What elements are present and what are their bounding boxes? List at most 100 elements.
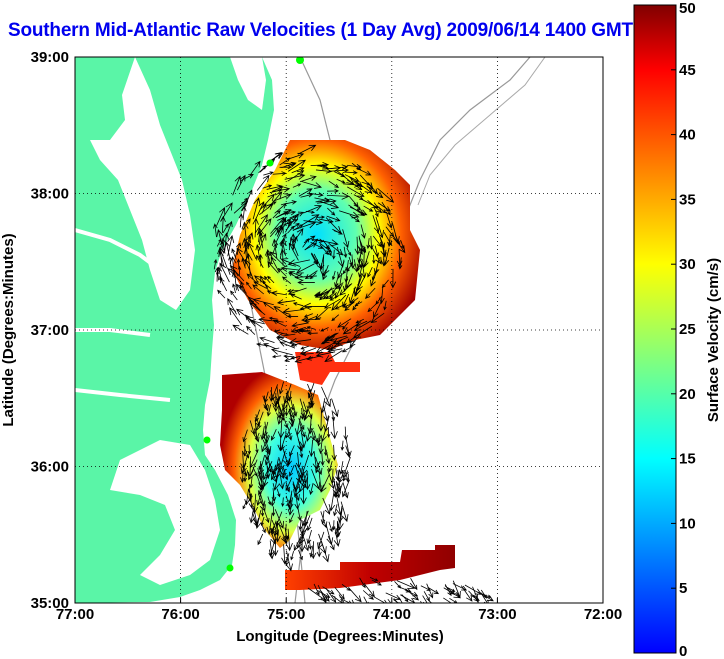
velocity-vector: [327, 207, 336, 216]
velocity-vector: [289, 464, 295, 477]
radar-station-marker: [266, 159, 274, 167]
velocity-vector: [227, 267, 242, 283]
velocity-vector: [346, 164, 363, 170]
velocity-vector: [279, 165, 293, 170]
velocity-vector: [323, 298, 341, 309]
velocity-vector: [298, 549, 303, 561]
velocity-vector: [393, 599, 399, 603]
velocity-vector: [423, 601, 425, 603]
velocity-vector: [447, 587, 456, 592]
velocity-vector: [309, 545, 314, 558]
velocity-vector: [267, 191, 283, 209]
velocity-vector: [464, 584, 482, 595]
velocity-vector: [236, 308, 253, 321]
y-tick-label: 36:00: [31, 459, 69, 476]
velocity-vector: [367, 266, 373, 278]
river-channel: [75, 228, 171, 402]
velocity-vector: [274, 461, 281, 480]
velocity-vector: [349, 333, 361, 348]
plot-border: [74, 56, 604, 604]
velocity-vector: [334, 274, 340, 288]
velocity-vector: [291, 167, 305, 174]
velocity-vector: [308, 439, 315, 458]
velocity-vector: [271, 506, 276, 517]
velocity-vector: [297, 470, 307, 489]
velocity-vector: [216, 206, 226, 226]
velocity-vector: [272, 193, 292, 202]
velocity-vector: [325, 588, 337, 603]
velocity-vector: [367, 182, 378, 195]
velocity-vector: [299, 426, 307, 449]
x-tick-label: 76:00: [161, 606, 199, 623]
velocity-vector: [255, 214, 268, 234]
velocity-vector: [258, 471, 265, 491]
velocity-vector: [325, 449, 331, 465]
velocity-vector: [269, 526, 277, 545]
velocity-vector: [257, 482, 263, 496]
velocity-vector: [353, 194, 364, 200]
velocity-vector: [331, 398, 339, 418]
velocity-vector: [335, 339, 356, 347]
velocity-vector: [302, 535, 310, 552]
velocity-vector: [295, 452, 302, 469]
velocity-vector: [396, 249, 403, 267]
velocity-vector: [242, 429, 248, 443]
velocity-vector: [332, 249, 336, 260]
velocity-vector: [273, 329, 289, 336]
velocity-vector: [306, 405, 313, 420]
colorbar-label: Surface Velocity (cm/s): [705, 258, 722, 422]
velocity-vector: [220, 202, 233, 222]
velocity-vector: [387, 598, 392, 603]
velocity-vector: [253, 428, 260, 443]
velocity-vector: [298, 519, 303, 531]
velocity-vector: [344, 300, 355, 312]
velocity-vector: [371, 271, 376, 281]
velocity-vector: [232, 324, 249, 335]
velocity-vector: [254, 510, 262, 529]
velocity-vector: [346, 247, 352, 257]
velocity-vector: [262, 439, 271, 456]
velocity-vector: [262, 184, 273, 189]
velocity-vector: [322, 586, 335, 595]
velocity-vector: [300, 454, 310, 477]
velocity-vector: [360, 224, 366, 239]
velocity-vector: [306, 355, 321, 361]
velocity-vector: [249, 160, 261, 176]
velocity-vector: [341, 457, 351, 479]
velocity-vector: [366, 238, 371, 250]
velocity-vector: [303, 511, 309, 528]
radar-station-marker: [203, 436, 211, 444]
velocity-vector: [427, 586, 440, 595]
velocity-vector: [280, 258, 301, 267]
velocity-vector: [389, 268, 397, 289]
velocity-vector: [381, 201, 391, 216]
velocity-vector: [236, 258, 241, 269]
velocity-vector: [363, 205, 374, 212]
velocity-vector: [367, 186, 384, 199]
velocity-vector: [372, 215, 380, 234]
south-strip-velocity-field: [285, 545, 455, 590]
velocity-vector: [300, 345, 310, 350]
velocity-vector: [283, 383, 292, 405]
velocity-vector: [279, 157, 291, 166]
velocity-vector: [270, 492, 275, 507]
velocity-vector: [281, 497, 285, 507]
velocity-vector: [443, 587, 461, 599]
velocity-vector: [301, 214, 320, 226]
velocity-vector: [296, 532, 304, 549]
velocity-vector: [241, 237, 249, 260]
velocity-vector: [222, 232, 230, 253]
velocity-vector: [264, 249, 272, 268]
velocity-vector: [298, 188, 313, 197]
radar-station-marker: [226, 564, 234, 572]
velocity-vector: [272, 209, 281, 219]
velocity-vector: [272, 171, 287, 176]
colorbar-tick-label: 20: [679, 386, 696, 403]
velocity-vector: [247, 444, 252, 455]
velocity-vector: [304, 473, 311, 491]
velocity-vector: [339, 283, 353, 296]
velocity-vector: [398, 597, 403, 603]
velocity-vector: [241, 197, 248, 206]
velocity-vector: [256, 342, 269, 347]
velocity-vector: [331, 444, 337, 461]
